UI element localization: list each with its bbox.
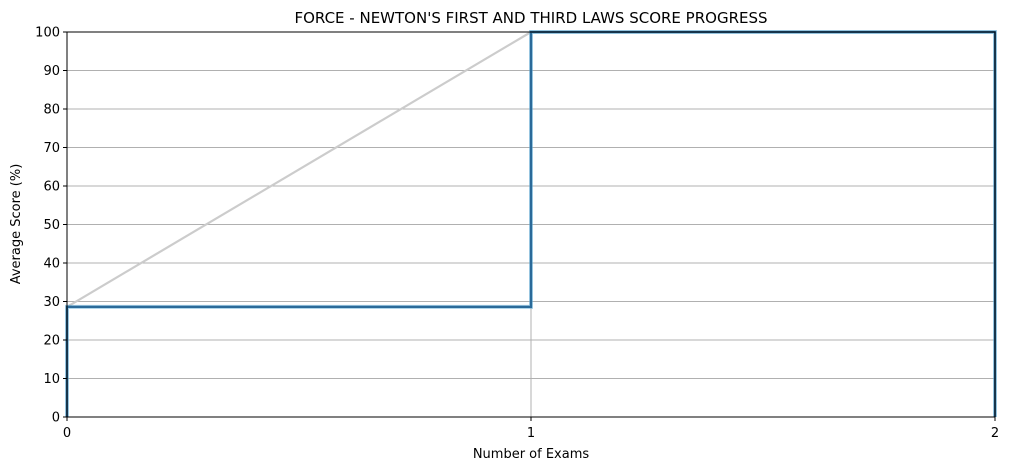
axis-ticks: 0 10 20 30 40 50 60 70 80 90 100 0 1 2 [35, 26, 999, 442]
y-tick-label: 10 [43, 372, 60, 387]
x-tick-label: 1 [527, 426, 535, 441]
chart-title: FORCE - NEWTON'S FIRST AND THIRD LAWS SC… [294, 9, 767, 27]
y-tick-label: 0 [52, 411, 60, 426]
trend-line [66, 31, 532, 308]
y-tick-label: 60 [43, 180, 60, 195]
x-tick-label: 2 [991, 426, 999, 441]
y-tick-label: 80 [43, 103, 60, 118]
x-tick-label: 0 [63, 426, 71, 441]
y-axis-label: Average Score (%) [9, 164, 24, 285]
y-tick-label: 90 [43, 64, 60, 79]
y-tick-label: 20 [43, 334, 60, 349]
x-axis-label: Number of Exams [473, 447, 590, 462]
y-tick-label: 40 [43, 257, 60, 272]
y-tick-label: 100 [35, 26, 60, 41]
y-tick-label: 50 [43, 218, 60, 233]
y-tick-label: 30 [43, 295, 60, 310]
y-tick-label: 70 [43, 141, 60, 156]
